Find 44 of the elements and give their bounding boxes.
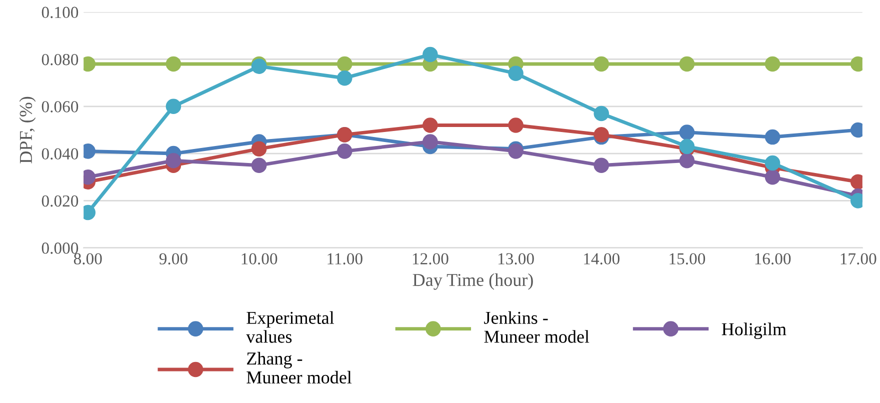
point xyxy=(166,152,182,168)
point xyxy=(166,98,182,114)
point xyxy=(336,56,352,72)
point xyxy=(251,141,267,156)
point xyxy=(594,56,610,72)
legend-label: Zhang - Muneer model xyxy=(246,352,352,384)
legend-label: Jenkins - Muneer model xyxy=(484,311,590,343)
point xyxy=(594,158,610,173)
point xyxy=(336,144,352,159)
x-tick-label: 17.00 xyxy=(840,253,876,265)
y-tick-label: 0.100 xyxy=(42,6,78,18)
point xyxy=(679,124,695,140)
x-tick-label: 15.00 xyxy=(670,253,706,265)
x-tick-label: 11.00 xyxy=(328,253,362,265)
y-tick-label: 0.020 xyxy=(42,195,78,207)
x-tick-label: 9.00 xyxy=(159,253,188,265)
x-tick-label: 12.00 xyxy=(412,253,448,265)
x-tick-label: 8.00 xyxy=(74,253,102,265)
point xyxy=(251,158,267,173)
legend-label: Holigilm xyxy=(722,322,786,340)
point xyxy=(422,46,438,62)
x-tick-label: 13.00 xyxy=(498,253,534,265)
legend-label: Experimetal values xyxy=(246,311,334,343)
point xyxy=(679,56,695,72)
y-tick-label: 0.040 xyxy=(42,148,78,160)
x-tick-label: 14.00 xyxy=(584,253,620,265)
x-axis-title: Day Time (hour) xyxy=(412,273,533,290)
y-tick-label: 0.060 xyxy=(42,101,78,112)
point xyxy=(679,152,695,168)
point xyxy=(594,106,610,122)
y-axis-title: DPF, (%) xyxy=(19,96,36,164)
point xyxy=(336,70,352,86)
point xyxy=(422,118,438,133)
x-tick-label: 16.00 xyxy=(755,253,791,265)
point xyxy=(679,138,695,154)
point xyxy=(508,118,524,133)
point xyxy=(166,56,182,72)
y-tick-label: 0.080 xyxy=(42,54,78,66)
point xyxy=(764,129,780,145)
x-tick-label: 10.00 xyxy=(242,253,278,265)
y-tick-label: 0.000 xyxy=(42,242,78,254)
point xyxy=(422,134,438,150)
point xyxy=(764,56,780,72)
point xyxy=(508,66,524,82)
